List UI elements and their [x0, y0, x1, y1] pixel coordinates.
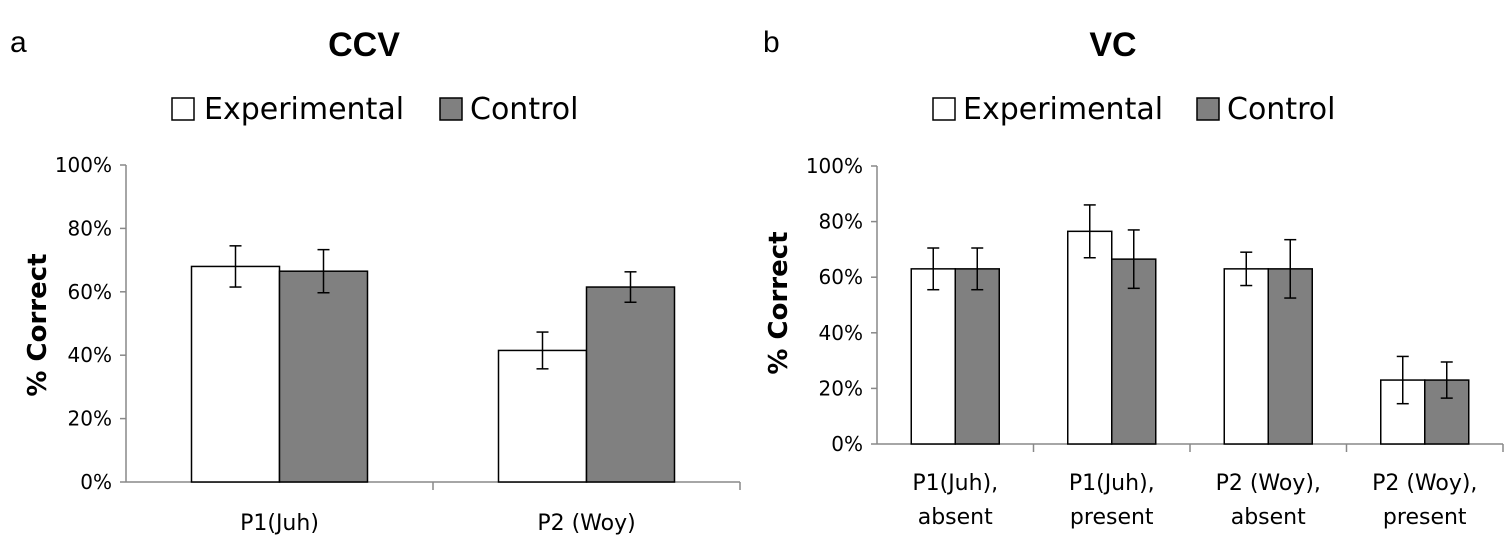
y-tick-label: 80%: [819, 210, 863, 234]
y-tick-label: 80%: [68, 216, 112, 240]
y-tick-label: 40%: [68, 343, 112, 367]
bar-control: [278, 270, 369, 483]
legend-label: Control: [1227, 92, 1335, 127]
x-category-label: P2 (Woy),: [1216, 471, 1321, 496]
y-tick-label: 0%: [831, 432, 863, 456]
bar-experimental: [190, 265, 281, 483]
bar-control: [954, 268, 1000, 445]
legend-label: Control: [470, 92, 578, 127]
y-tick-label: 20%: [68, 407, 112, 431]
y-tick-label: 40%: [819, 321, 863, 345]
y-tick-label: 0%: [80, 470, 112, 494]
x-category-label: P1(Juh): [240, 511, 319, 536]
y-tick-label: 100%: [806, 154, 863, 178]
y-axis-label: % Correct: [23, 253, 53, 396]
x-category-label: present: [1070, 505, 1154, 530]
legend-swatch: [439, 97, 463, 121]
bar-control: [585, 286, 676, 483]
bar-experimental: [910, 268, 956, 445]
x-category-label: present: [1383, 505, 1467, 530]
chart-panel-a: a CCV % Correct Experimental Control 0% 20%…: [10, 26, 741, 536]
x-category-label: P2 (Woy),: [1372, 471, 1477, 496]
x-category-label: P2 (Woy): [537, 511, 635, 536]
panel-letter: a: [10, 26, 27, 59]
x-category-label: absent: [918, 505, 993, 530]
y-tick-label: 20%: [819, 376, 863, 400]
chart-title: CCV: [328, 26, 400, 64]
panel-letter: b: [763, 26, 780, 59]
y-tick-label: 100%: [55, 153, 112, 177]
legend-swatch: [1196, 97, 1220, 121]
legend-label: Experimental: [963, 92, 1163, 127]
x-category-label: absent: [1231, 505, 1306, 530]
y-tick-label: 60%: [68, 280, 112, 304]
bar-experimental: [497, 349, 588, 483]
legend-swatch: [171, 97, 195, 121]
bar-experimental: [1223, 268, 1269, 445]
y-axis-label: % Correct: [764, 231, 794, 374]
legend-swatch: [932, 97, 956, 121]
chart-panel-b: b VC % Correct Experimental Control 0% 20% 4…: [763, 26, 1504, 530]
chart-title: VC: [1089, 26, 1136, 64]
legend-label: Experimental: [204, 92, 404, 127]
bar-experimental: [1067, 230, 1113, 445]
x-category-label: P1(Juh),: [1069, 471, 1155, 496]
x-category-label: P1(Juh),: [912, 471, 998, 496]
y-tick-label: 60%: [819, 265, 863, 289]
